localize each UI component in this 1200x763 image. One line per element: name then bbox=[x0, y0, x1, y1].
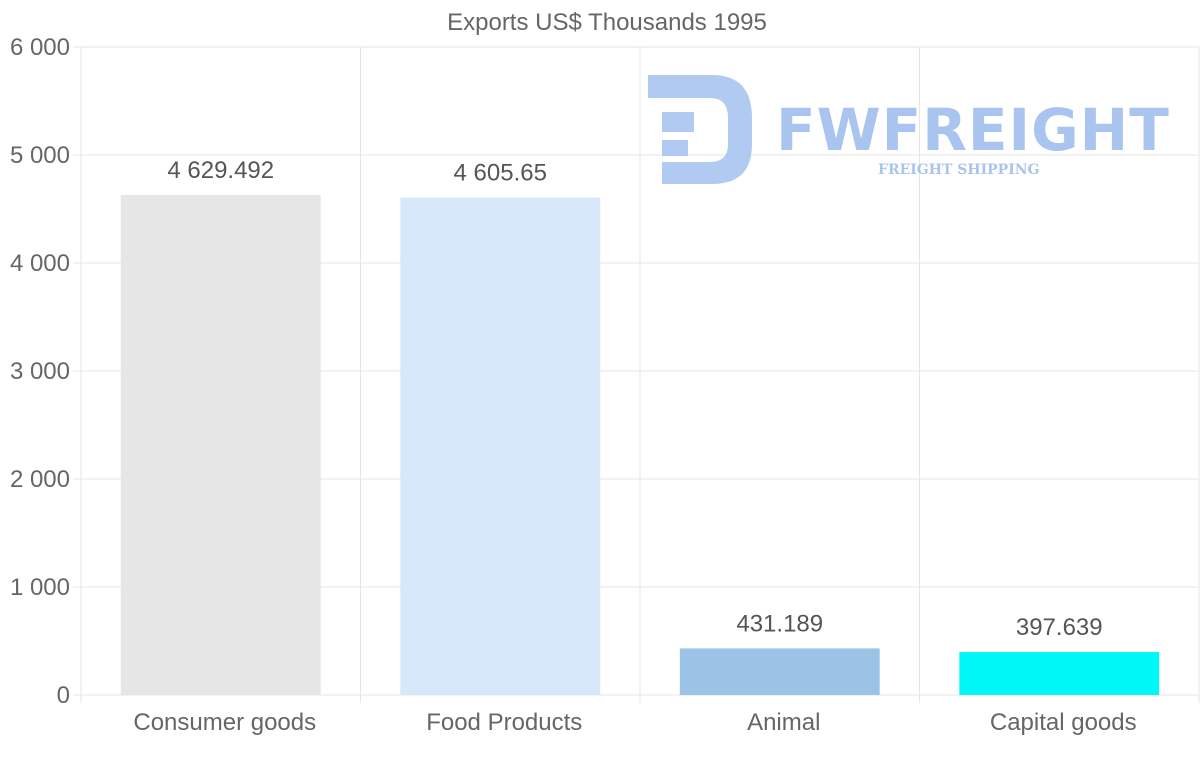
x-tick-label: Capital goods bbox=[990, 709, 1137, 736]
y-axis: 0 1 000 2 000 3 000 4 000 5 000 6 000 bbox=[10, 34, 70, 709]
data-label: 4 605.65 bbox=[454, 160, 547, 187]
y-tick-label: 4 000 bbox=[10, 250, 70, 277]
x-tick-label: Food Products bbox=[426, 709, 582, 736]
bar bbox=[959, 652, 1160, 695]
data-label: 4 629.492 bbox=[167, 157, 274, 184]
watermark-brand: FWFREIGHT bbox=[776, 96, 1170, 164]
watermark-logo: FWFREIGHT FREIGHT SHIPPING bbox=[648, 75, 1170, 184]
x-tick-label: Consumer goods bbox=[133, 709, 316, 736]
y-tick-label: 0 bbox=[57, 682, 70, 709]
data-label: 431.189 bbox=[736, 610, 823, 637]
bar bbox=[400, 197, 601, 696]
y-tick-label: 5 000 bbox=[10, 142, 70, 169]
x-tick-label: Animal bbox=[747, 709, 820, 736]
data-label: 397.639 bbox=[1016, 614, 1103, 641]
data-labels: 4 629.492 4 605.65 431.189 397.639 bbox=[167, 157, 1102, 641]
x-axis: Consumer goods Food Products Animal Capital… bbox=[133, 709, 1136, 736]
bar bbox=[120, 195, 321, 695]
bars bbox=[120, 195, 1160, 696]
bar bbox=[679, 648, 880, 695]
y-tick-label: 2 000 bbox=[10, 466, 70, 493]
y-tick-label: 6 000 bbox=[10, 34, 70, 61]
watermark-tagline: FREIGHT SHIPPING bbox=[878, 162, 1040, 178]
y-tick-label: 1 000 bbox=[10, 574, 70, 601]
y-tick-label: 3 000 bbox=[10, 358, 70, 385]
fwfreight-logo-icon bbox=[648, 75, 752, 184]
chart-title: Exports US$ Thousands 1995 bbox=[447, 9, 767, 36]
